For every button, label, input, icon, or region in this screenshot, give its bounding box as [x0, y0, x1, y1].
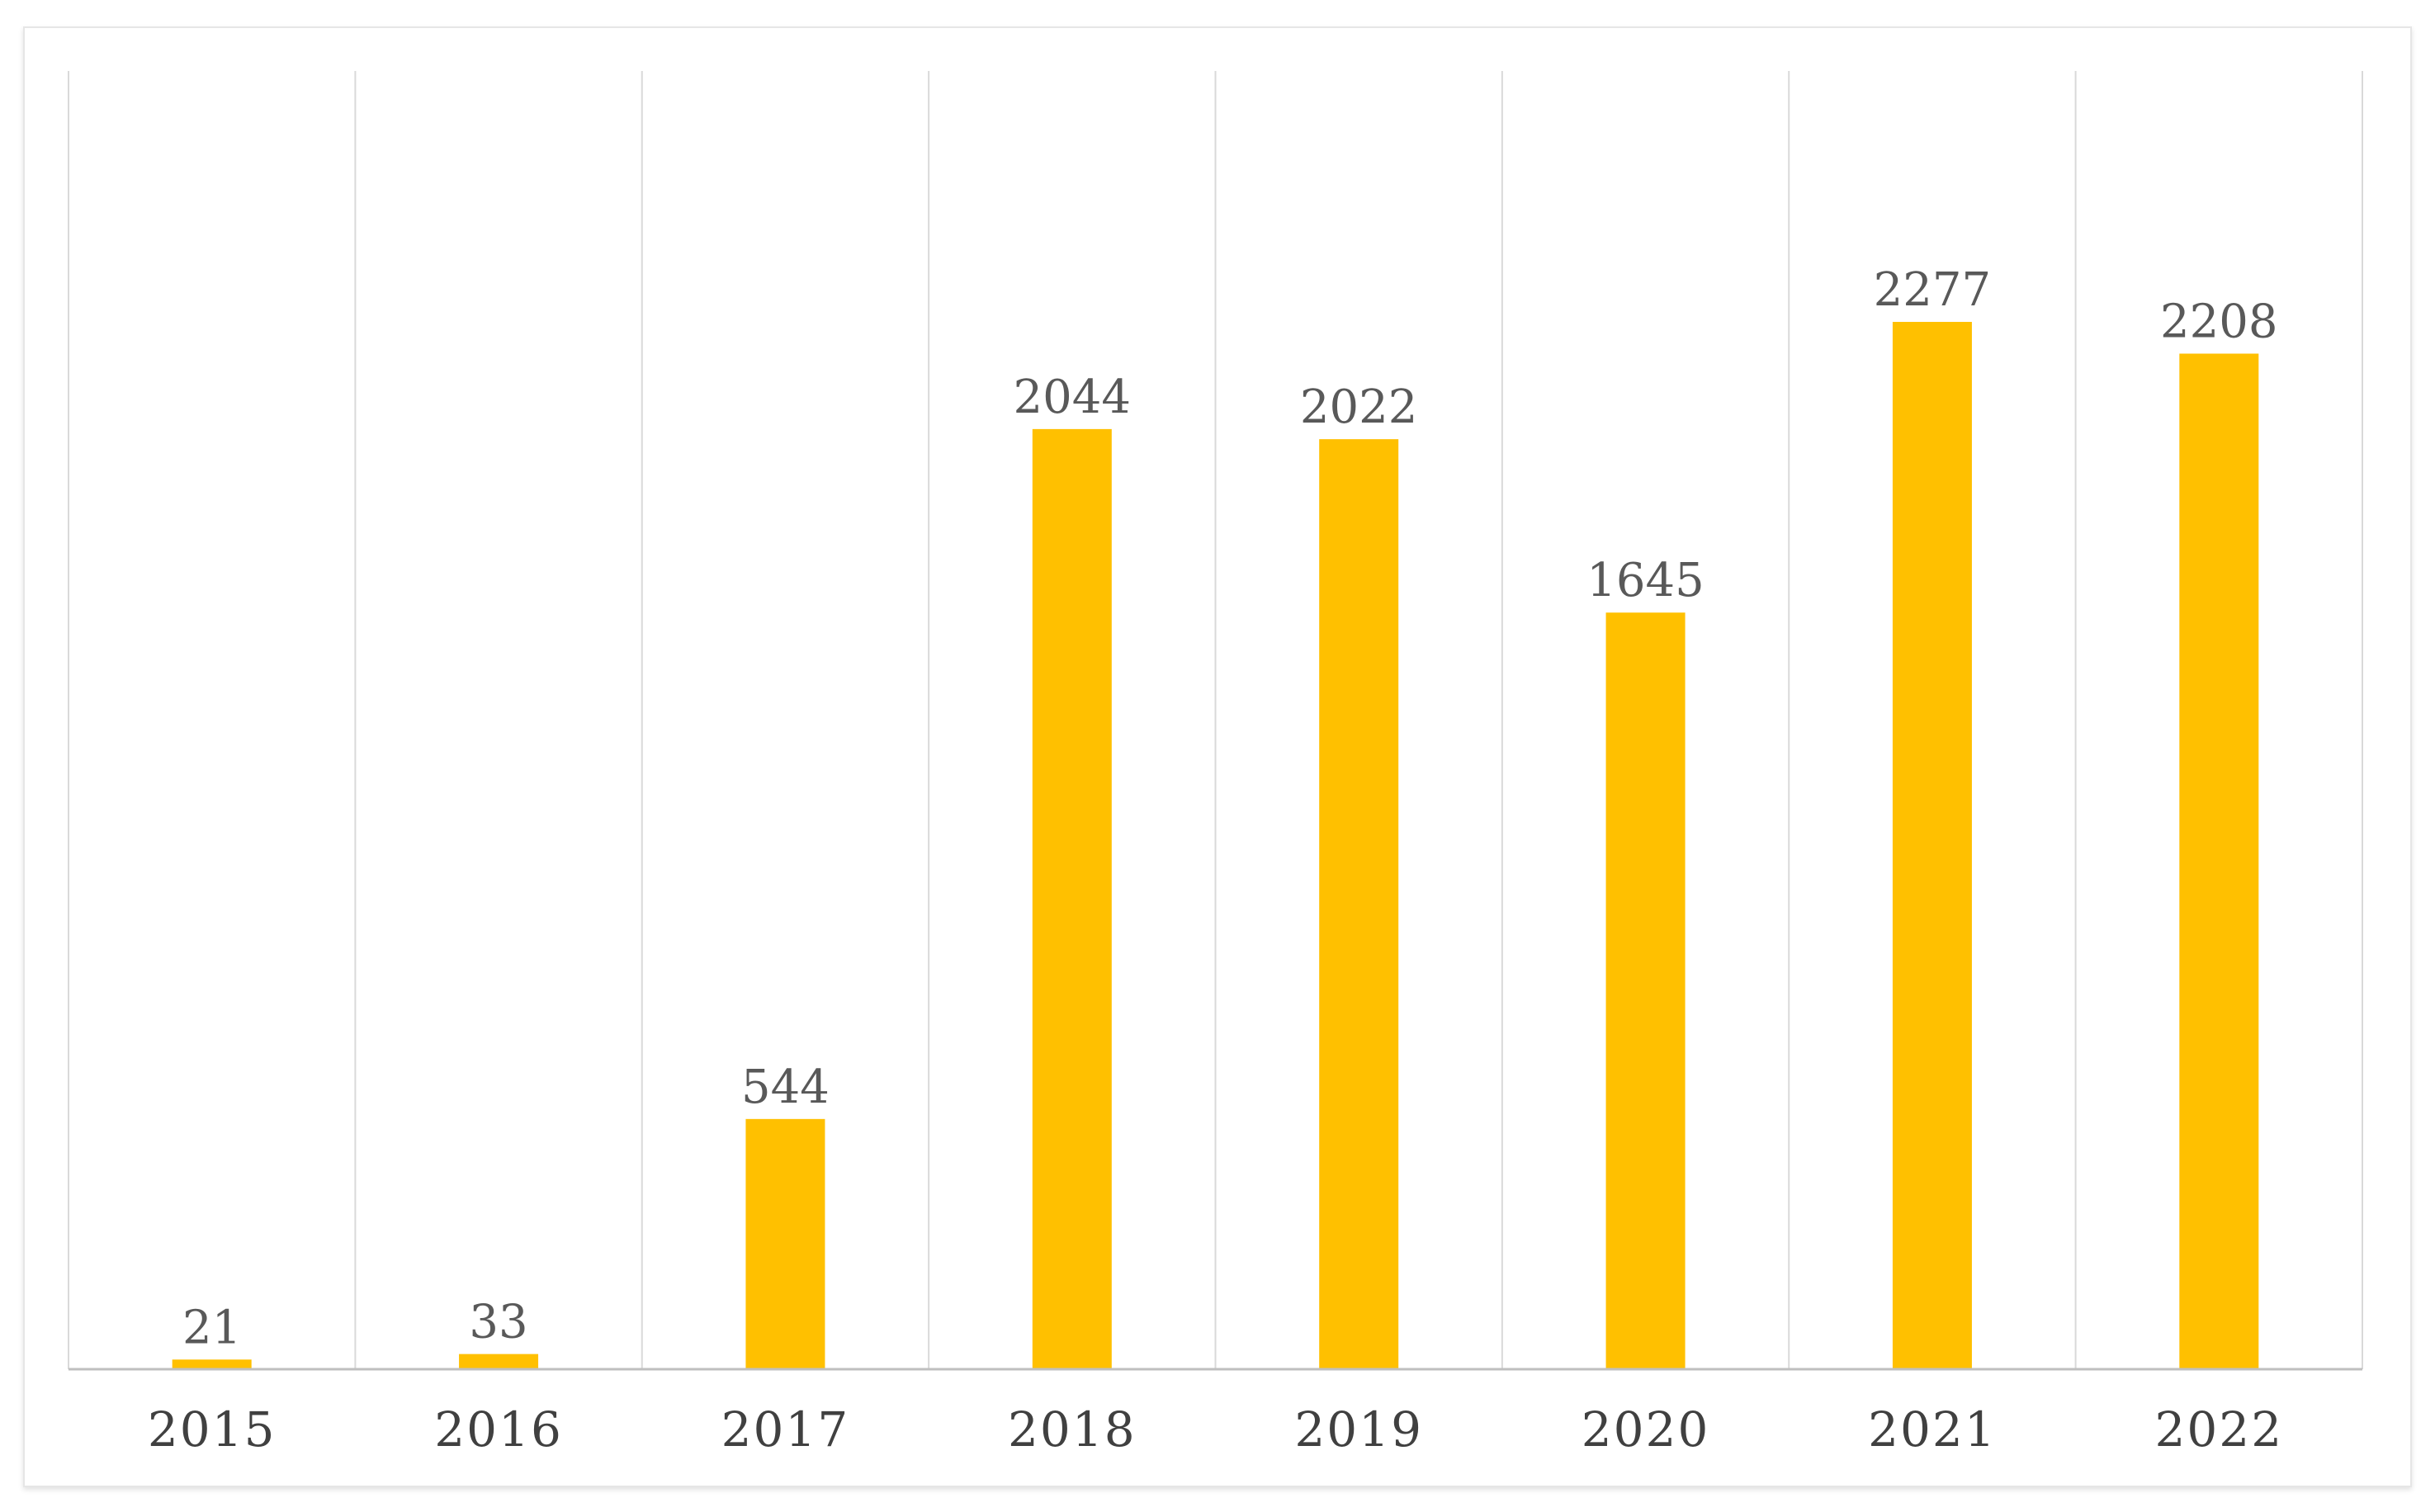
bars — [172, 322, 2259, 1370]
data-label-2022: 2208 — [2160, 295, 2278, 348]
bar-2018 — [1032, 428, 1112, 1369]
data-label-2018: 2044 — [1014, 371, 1132, 424]
data-label-2021: 2277 — [1874, 263, 1992, 317]
x-tick-2015: 2015 — [148, 1401, 277, 1458]
data-labels: 21 33 544 2044 2022 1645 2277 2208 — [182, 263, 2278, 1354]
grid-lines — [68, 71, 2363, 1369]
bar-2020 — [1605, 612, 1686, 1369]
x-tick-labels: 2015 2016 2017 2018 2019 2020 2021 2022 — [148, 1401, 2284, 1458]
x-tick-2020: 2020 — [1582, 1401, 1710, 1458]
data-label-2019: 2022 — [1300, 380, 1418, 434]
data-label-2017: 544 — [741, 1061, 830, 1114]
bar-2016 — [459, 1354, 539, 1369]
data-label-2015: 21 — [182, 1301, 241, 1354]
x-tick-2022: 2022 — [2155, 1401, 2284, 1458]
data-label-2020: 1645 — [1586, 554, 1704, 607]
x-tick-2018: 2018 — [1008, 1401, 1137, 1458]
bar-2015 — [172, 1359, 252, 1369]
bar-2022 — [2179, 353, 2259, 1370]
x-tick-2017: 2017 — [721, 1401, 850, 1458]
data-label-2016: 33 — [469, 1296, 527, 1349]
x-tick-2016: 2016 — [434, 1401, 563, 1458]
chart-frame — [23, 26, 2412, 1487]
bar-2017 — [745, 1118, 825, 1369]
x-tick-2021: 2021 — [1868, 1401, 1997, 1458]
bar-2021 — [1892, 322, 1972, 1370]
bar-2019 — [1319, 439, 1399, 1369]
x-tick-2019: 2019 — [1294, 1401, 1423, 1458]
